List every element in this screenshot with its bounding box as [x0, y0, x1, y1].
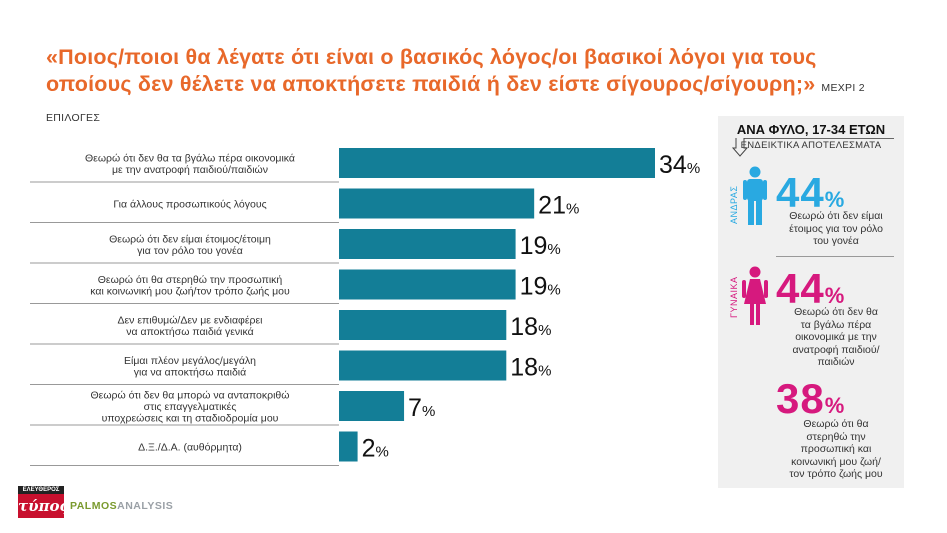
gender-panel: ΑΝΑ ΦΥΛΟ, 17-34 ΕΤΩΝ ΕΝΔΕΙΚΤΙΚΑ ΑΠΟΤΕΛΕΣ… [718, 116, 904, 488]
title-note: ΜΕΧΡΙ 2 ΕΠΙΛΟΓΕΣ [46, 81, 865, 125]
female-value-1: 44% [776, 265, 846, 312]
category-label-1: Θεωρώ ότι δεν θα τα βγάλω πέρα οικονομικ… [85, 152, 295, 176]
female-value-2: 38% [776, 375, 846, 422]
bar-5 [339, 310, 507, 340]
value-label-1: 34% [659, 151, 700, 179]
male-person-icon [743, 166, 767, 225]
value-label-6: 18% [510, 354, 551, 382]
value-label-7: 7% [408, 394, 435, 422]
category-label-8: Δ.Ξ./Δ.Α. (αυθόρμητα) [138, 442, 242, 454]
bar-1 [339, 148, 655, 178]
panel-divider-mid [776, 256, 894, 257]
panel-title: ΑΝΑ ΦΥΛΟ, 17-34 ΕΤΩΝ [736, 122, 886, 137]
panel-divider-top [744, 138, 894, 139]
value-label-4: 19% [520, 273, 561, 301]
category-label-3: Θεωρώ ότι δεν είμαι έτοιμος/έτοιμη για το… [109, 233, 271, 257]
value-label-2: 21% [538, 192, 579, 220]
bar-4 [339, 269, 516, 300]
palmos-analysis-logo: PALMOSANALYSIS [70, 500, 174, 512]
female-label: ΓΥΝΑΙΚΑ [729, 276, 739, 318]
value-label-3: 19% [520, 232, 561, 260]
category-label-5: Δεν επιθυμώ/Δεν με ενδιαφέρει να αποκτήσω… [117, 314, 263, 338]
panel-subtitle: ΕΝΔΕΙΚΤΙΚΑ ΑΠΟΤΕΛΕΣΜΑΤΑ [740, 140, 882, 151]
bar-8 [339, 431, 358, 462]
typos-logo: ΕΛΕΥΘΕΡΟΣ τύπος [18, 486, 69, 518]
title-text: «Ποιος/ποιοι θα λέγατε ότι είναι ο βασικ… [46, 45, 817, 96]
bar-3 [339, 229, 516, 259]
category-label-6: Είμαι πλέον μεγάλος/μεγάλη για να αποκτήσ… [124, 355, 256, 379]
male-description: Θεωρώ ότι δεν είμαι έτοιμος για τον ρόλο τ… [789, 210, 883, 247]
female-description-2: Θεωρώ ότι θα στερηθώ την προσωπική και κοι… [789, 418, 883, 480]
value-label-8: 2% [362, 435, 389, 463]
male-label: ΑΝΔΡΑΣ [729, 185, 739, 224]
category-label-7: Θεωρώ ότι δεν θα μπορώ να ανταποκριθώ στι… [91, 390, 290, 425]
category-label-2: Για άλλους προσωπικούς λόγους [113, 199, 266, 211]
value-label-5: 18% [510, 313, 551, 341]
male-value: 44% [776, 169, 846, 216]
bar-6 [339, 350, 507, 381]
arrow-down-icon [732, 138, 748, 157]
female-description-1: Θεωρώ ότι δεν θα τα βγάλω πέρα οικονομικά … [792, 306, 880, 368]
female-person-icon [742, 266, 768, 325]
bar-7 [339, 391, 405, 421]
category-label-4: Θεωρώ ότι θα στερηθώ την προσωπική και κο… [90, 274, 290, 298]
chart-title: «Ποιος/ποιοι θα λέγατε ότι είναι ο βασικ… [46, 44, 906, 132]
bar-2 [339, 188, 535, 219]
